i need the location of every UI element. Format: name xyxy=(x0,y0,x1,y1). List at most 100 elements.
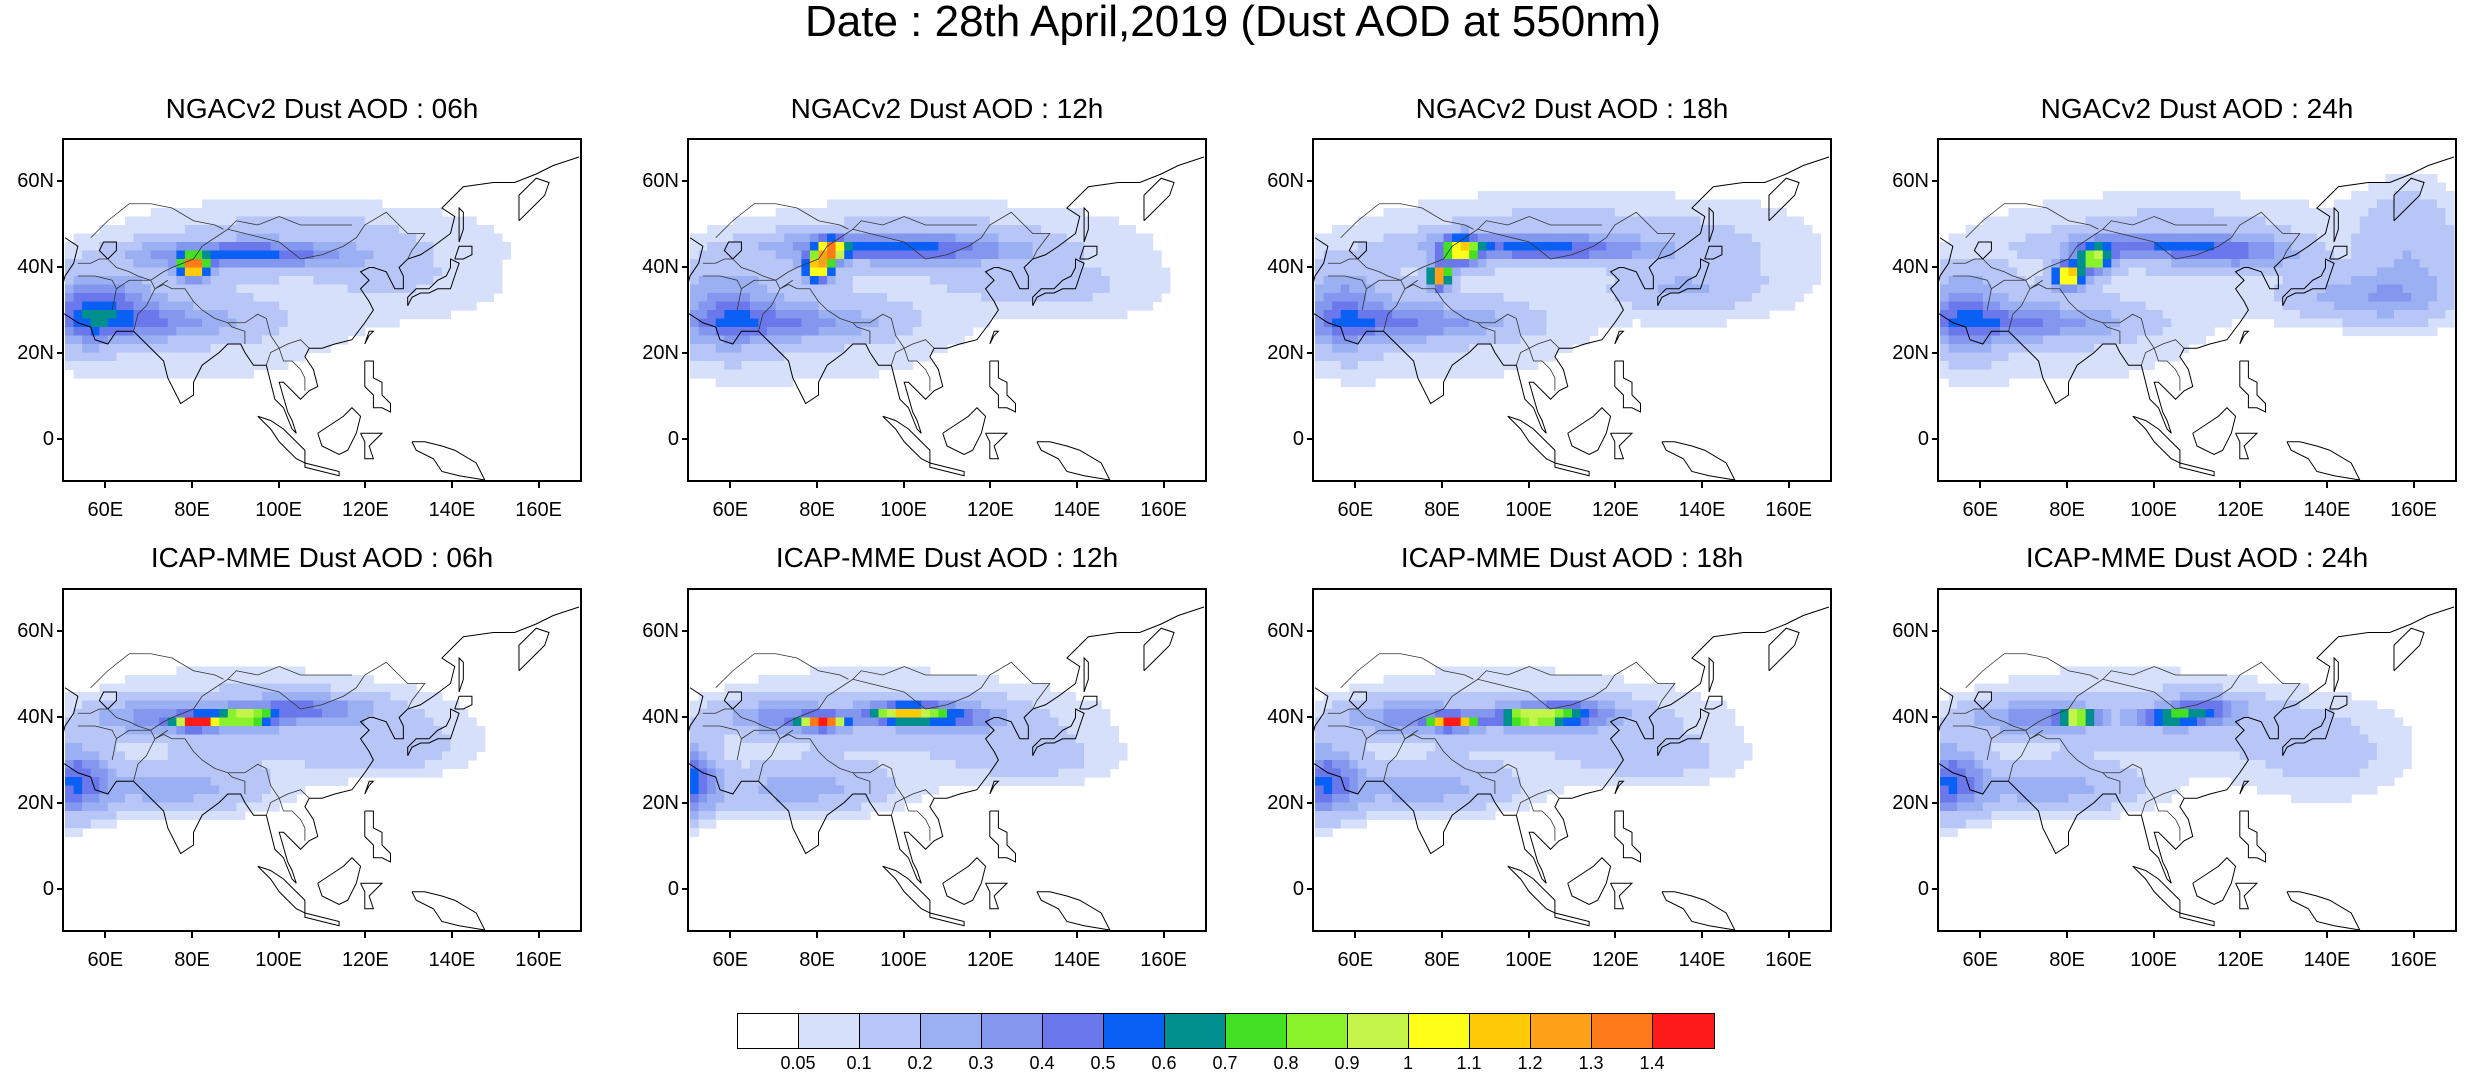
lon-tick xyxy=(1076,482,1078,488)
coastline xyxy=(412,892,485,930)
aod-field xyxy=(1314,590,1830,930)
coastline xyxy=(1508,866,1555,913)
country-border xyxy=(279,798,305,841)
lon-tick-label: 140E xyxy=(417,950,487,970)
panel-title: NGACv2 Dust AOD : 24h xyxy=(1937,94,2457,124)
lon-tick xyxy=(451,482,453,488)
lat-tick xyxy=(57,630,62,632)
lat-tick-label: 60N xyxy=(1879,171,1929,191)
colorbar-label: 0.7 xyxy=(1195,1054,1255,1072)
lon-tick-label: 80E xyxy=(782,950,852,970)
coastline xyxy=(1508,416,1555,463)
colorbar-label: 0.1 xyxy=(829,1054,889,1072)
colorbar-swatch xyxy=(1348,1014,1409,1048)
lat-tick xyxy=(1932,266,1937,268)
coastline xyxy=(1568,408,1611,455)
coastline xyxy=(1555,463,1589,476)
lat-tick xyxy=(57,802,62,804)
lat-tick-label: 40N xyxy=(1879,257,1929,277)
lat-tick-label: 20N xyxy=(629,343,679,363)
lon-tick-label: 100E xyxy=(2119,950,2189,970)
lon-tick xyxy=(729,932,731,938)
coastline xyxy=(2180,913,2214,926)
lat-tick xyxy=(682,802,687,804)
lon-tick-label: 100E xyxy=(869,950,939,970)
coastline xyxy=(930,463,964,476)
lon-tick-label: 80E xyxy=(1407,500,1477,520)
lon-tick xyxy=(816,482,818,488)
lat-tick xyxy=(57,438,62,440)
country-border xyxy=(1529,798,1555,841)
lat-tick xyxy=(1932,180,1937,182)
coastline xyxy=(2394,628,2424,671)
lat-tick-label: 0 xyxy=(4,429,54,449)
coastline xyxy=(930,913,964,926)
lon-tick xyxy=(1701,482,1703,488)
colorbar-label: 1.2 xyxy=(1500,1054,1560,1072)
lon-tick-label: 160E xyxy=(1129,950,1199,970)
lat-tick-label: 40N xyxy=(4,257,54,277)
lat-tick-label: 60N xyxy=(4,621,54,641)
coastline xyxy=(990,811,1016,862)
lat-tick-label: 60N xyxy=(1254,621,1304,641)
lat-tick-label: 40N xyxy=(629,257,679,277)
lon-tick-label: 160E xyxy=(504,950,574,970)
lon-tick-label: 60E xyxy=(695,950,765,970)
coastline xyxy=(2236,433,2257,459)
colorbar-swatch xyxy=(1653,1014,1714,1048)
coastline xyxy=(305,463,339,476)
lon-tick xyxy=(1441,932,1443,938)
lon-tick xyxy=(903,932,905,938)
coastline xyxy=(990,361,1016,412)
aod-field xyxy=(689,590,1205,930)
lon-tick xyxy=(1163,932,1165,938)
lon-tick-label: 100E xyxy=(1494,950,1564,970)
coastline xyxy=(2193,858,2236,905)
panel-title: ICAP-MME Dust AOD : 12h xyxy=(687,543,1207,573)
lon-tick xyxy=(2066,482,2068,488)
lon-tick xyxy=(729,482,731,488)
coastline xyxy=(2287,442,2360,480)
lat-tick xyxy=(1307,266,1312,268)
lon-tick xyxy=(451,932,453,938)
colorbar-swatch xyxy=(1531,1014,1592,1048)
colorbar-swatch xyxy=(860,1014,921,1048)
colorbar-swatch xyxy=(982,1014,1043,1048)
aod-field xyxy=(64,140,580,480)
coastline xyxy=(412,442,485,480)
coastline xyxy=(1037,442,1110,480)
lon-tick-label: 100E xyxy=(244,950,314,970)
lat-tick-label: 20N xyxy=(1879,343,1929,363)
coastline xyxy=(1568,858,1611,905)
lat-tick-label: 0 xyxy=(629,879,679,899)
lat-tick-label: 60N xyxy=(1254,171,1304,191)
lon-tick-label: 60E xyxy=(695,500,765,520)
lat-tick xyxy=(1307,630,1312,632)
lat-tick xyxy=(1932,888,1937,890)
country-border xyxy=(2154,798,2180,841)
lon-tick xyxy=(2239,482,2241,488)
lon-tick-label: 100E xyxy=(244,500,314,520)
lon-tick xyxy=(1163,482,1165,488)
colorbar-swatch xyxy=(738,1014,799,1048)
lon-tick-label: 120E xyxy=(2205,500,2275,520)
lon-tick xyxy=(1528,482,1530,488)
lon-tick-label: 80E xyxy=(2032,950,2102,970)
colorbar-swatch xyxy=(799,1014,860,1048)
lat-tick xyxy=(1307,716,1312,718)
coastline xyxy=(883,866,930,913)
colorbar-swatch xyxy=(921,1014,982,1048)
lon-tick xyxy=(1354,932,1356,938)
colorbar-label: 1.3 xyxy=(1561,1054,1621,1072)
lat-tick-label: 40N xyxy=(1254,257,1304,277)
lon-tick-label: 80E xyxy=(2032,500,2102,520)
map-panel xyxy=(1312,138,1832,482)
lat-tick xyxy=(1307,438,1312,440)
coastline xyxy=(1084,658,1088,692)
coastline xyxy=(1144,178,1174,221)
lon-tick xyxy=(278,932,280,938)
panel-title: ICAP-MME Dust AOD : 06h xyxy=(62,543,582,573)
colorbar-label: 1.1 xyxy=(1439,1054,1499,1072)
lon-tick xyxy=(538,932,540,938)
lat-tick xyxy=(1307,802,1312,804)
